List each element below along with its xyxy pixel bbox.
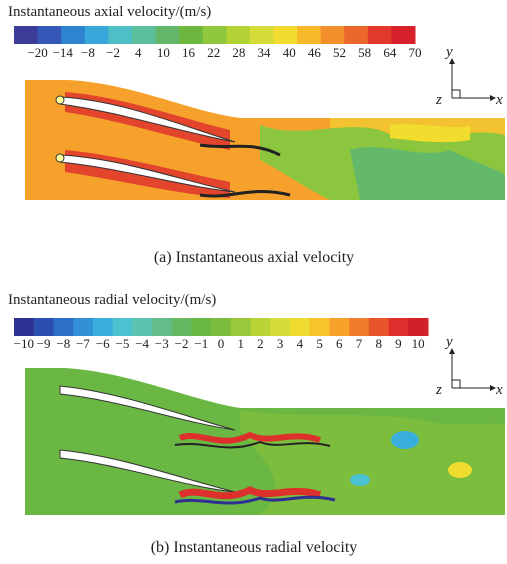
- colorbar-tick-label: −8: [81, 45, 95, 60]
- colorbar-swatch: [33, 318, 54, 336]
- colorbar-tick-label: 28: [232, 45, 245, 60]
- colorbar-swatch: [14, 26, 39, 44]
- colorbar-swatch: [155, 26, 180, 44]
- colorbar-swatch: [368, 318, 390, 336]
- colorbar-swatch: [391, 26, 416, 44]
- colorbar-tick-label: 16: [182, 45, 196, 60]
- colorbar-tick-label: 4: [297, 336, 304, 351]
- colorbar-tick-label: −3: [155, 336, 169, 351]
- colorbar-swatch: [108, 26, 133, 44]
- colorbar-tick-label: −20: [27, 45, 47, 60]
- colorbar-tick-label: 2: [257, 336, 264, 351]
- colorbar-swatch: [53, 318, 74, 336]
- colorbar-tick-label: 22: [207, 45, 220, 60]
- colorbar-swatch: [250, 318, 271, 336]
- colorbar-tick-label: 10: [157, 45, 170, 60]
- colorbar-swatch: [37, 26, 62, 44]
- colorbar-swatch: [388, 318, 409, 336]
- colorbar-swatch: [329, 318, 350, 336]
- colorbar-tick-label: −10: [14, 336, 34, 351]
- axis-label: z: [435, 382, 442, 398]
- colorbar-tick-label: 3: [277, 336, 284, 351]
- colorbar-tick-label: 0: [218, 336, 225, 351]
- colorbar-tick-label: 7: [356, 336, 363, 351]
- colorbar-swatch: [84, 26, 109, 44]
- colorbar-swatch: [297, 26, 322, 44]
- colorbar-tick-label: 10: [412, 336, 425, 351]
- colorbar-swatch: [226, 26, 251, 44]
- colorbar-swatch: [14, 318, 35, 336]
- axis-label: x: [495, 92, 503, 108]
- colorbar-tick-label: −8: [56, 336, 70, 351]
- colorbar-swatch: [349, 318, 370, 336]
- colorbar-tick-label: 4: [135, 45, 142, 60]
- axis-label: y: [444, 44, 453, 60]
- colorbar-tick-label: −9: [37, 336, 51, 351]
- colorbar-swatch: [309, 318, 330, 336]
- colorbar-tick-label: −6: [96, 336, 110, 351]
- colorbar-title: Instantaneous axial velocity/(m/s): [8, 4, 211, 20]
- colorbar-swatch: [131, 26, 157, 44]
- colorbar-tick-label: 9: [395, 336, 402, 351]
- colorbar-swatch: [367, 26, 392, 44]
- caption: (a) Instantaneous axial velocity: [154, 249, 354, 266]
- colorbar-tick-label: 52: [333, 45, 346, 60]
- colorbar-swatch: [290, 318, 311, 336]
- colorbar-swatch: [73, 318, 94, 336]
- colorbar-swatch: [179, 26, 204, 44]
- colorbar-tick-label: 34: [258, 45, 272, 60]
- colorbar-swatch: [132, 318, 153, 336]
- colorbar-swatch: [230, 318, 252, 336]
- axis-corner: [452, 89, 461, 98]
- colorbar-tick-label: 46: [308, 45, 322, 60]
- colorbar-tick-label: 70: [409, 45, 422, 60]
- colorbar-tick-label: 5: [316, 336, 323, 351]
- colorbar-tick-label: 8: [375, 336, 382, 351]
- colorbar-swatch: [112, 318, 133, 336]
- colorbar-tick-label: 64: [383, 45, 397, 60]
- colorbar-swatch: [344, 26, 369, 44]
- axis-label: z: [435, 92, 442, 108]
- colorbar-tick-label: −2: [106, 45, 120, 60]
- colorbar-tick-label: 40: [283, 45, 296, 60]
- axis-label: x: [495, 382, 503, 398]
- colorbar-title: Instantaneous radial velocity/(m/s): [8, 292, 216, 308]
- axis-corner: [452, 379, 461, 388]
- colorbar-swatch: [320, 26, 345, 44]
- colorbar-tick-label: 58: [358, 45, 371, 60]
- colorbar-tick-label: −7: [76, 336, 90, 351]
- colorbar-swatch: [249, 26, 274, 44]
- colorbar-swatch: [92, 318, 114, 336]
- arrowhead: [449, 58, 496, 101]
- colorbar-swatch: [408, 318, 429, 336]
- arrowhead: [449, 348, 496, 391]
- colorbar-tick-label: −14: [53, 45, 74, 60]
- axial-contour: [25, 80, 505, 200]
- colorbar-tick-label: −4: [135, 336, 149, 351]
- caption: (b) Instantaneous radial velocity: [151, 539, 358, 556]
- axis-label: y: [444, 334, 453, 350]
- colorbar-swatch: [171, 318, 192, 336]
- colorbar-swatch: [152, 318, 173, 336]
- colorbar-swatch: [211, 318, 232, 336]
- colorbar-swatch: [202, 26, 227, 44]
- colorbar-tick-label: −5: [116, 336, 130, 351]
- radial-contour: [25, 368, 505, 515]
- colorbar-tick-label: 6: [336, 336, 343, 351]
- colorbar-swatch: [270, 318, 291, 336]
- colorbar-swatch: [191, 318, 212, 336]
- colorbar-tick-label: 1: [237, 336, 244, 351]
- colorbar-tick-label: −2: [175, 336, 189, 351]
- colorbar-swatch: [273, 26, 298, 44]
- colorbar-swatch: [61, 26, 86, 44]
- colorbar-tick-label: −1: [194, 336, 208, 351]
